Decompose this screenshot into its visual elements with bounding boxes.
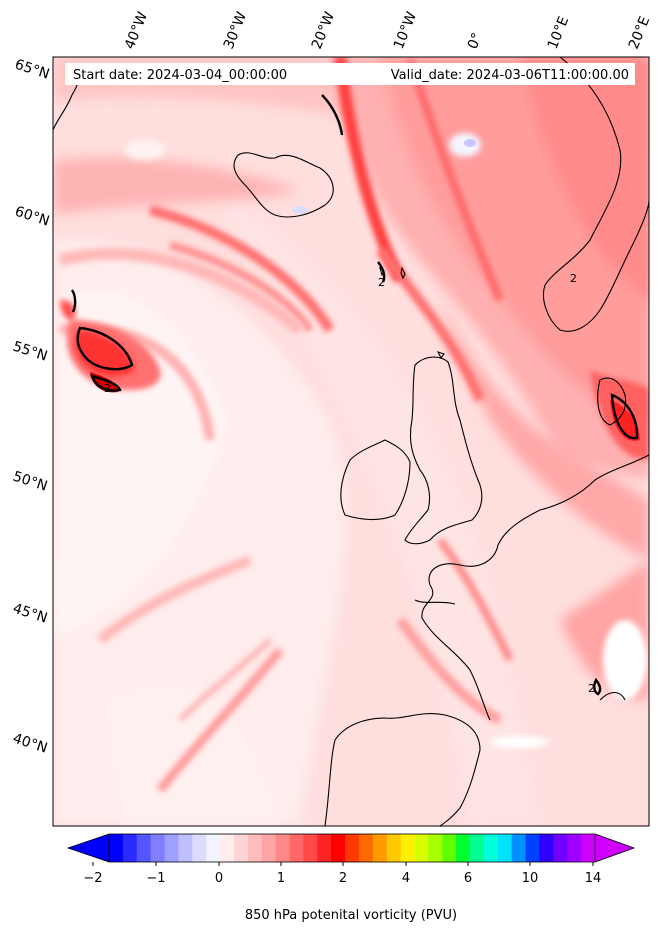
colorbar-segment (192, 834, 207, 862)
colorbar-segment (220, 834, 235, 862)
colorbar-segment (206, 834, 221, 862)
colorbar-tick-label: 1 (277, 871, 285, 886)
longitude-label: 10°E (545, 14, 572, 51)
colorbar-segment (539, 834, 554, 862)
latitude-label: 65°N (13, 57, 52, 83)
colorbar-segment (553, 834, 568, 862)
colorbar-segment (400, 834, 415, 862)
colorbar-segment (247, 834, 263, 862)
colorbar-segment (303, 834, 318, 862)
colorbar-segment (581, 834, 596, 862)
colorbar-segment (497, 834, 513, 862)
header-banner (65, 63, 635, 85)
colorbar-tick-label: 2 (339, 871, 347, 886)
colorbar-segment (233, 834, 249, 862)
colorbar-segment (386, 834, 402, 862)
colorbar-segment (428, 834, 443, 862)
colorbar-segment (442, 834, 457, 862)
colorbar-segment (275, 834, 291, 862)
longitude-label: 20°W (309, 10, 338, 52)
colorbar-segment (525, 834, 540, 862)
colorbar-segment (456, 834, 471, 862)
colorbar-segment (109, 834, 124, 862)
contour-label: 2 (570, 272, 577, 285)
longitude-label: 30°W (221, 10, 250, 52)
colorbar-segment (414, 834, 429, 862)
colorbar-tick-label: −1 (146, 871, 165, 886)
latitude-label: 45°N (11, 601, 50, 627)
coastlines (53, 57, 649, 826)
pv-field (53, 57, 649, 826)
colorbar-segment (122, 834, 138, 862)
colorbar-segment (567, 834, 582, 862)
latitude-label: 60°N (13, 204, 52, 230)
colorbar-extend-max (594, 833, 636, 863)
colorbar-segment (289, 834, 304, 862)
colorbar-segment (483, 834, 499, 862)
contour-label: 2 (104, 382, 111, 395)
longitude-label: 20°E (626, 14, 653, 51)
colorbar-segment (136, 834, 152, 862)
colorbar-tick-label: 0 (215, 871, 223, 886)
longitude-labels: 40°W 30°W 20°W 10°W 0° 10°E 20°E (122, 10, 653, 52)
latitude-labels: 65°N 60°N 55°N 50°N 45°N 40°N (11, 57, 52, 757)
colorbar-segment (164, 834, 179, 862)
colorbar-segment (178, 834, 193, 862)
colorbar-segment (372, 834, 388, 862)
valid-date-label: Valid_date: 2024-03-06T11:00:00.00 (391, 68, 629, 83)
colorbar-tick-label: 6 (464, 871, 472, 886)
colorbar-segment (358, 834, 374, 862)
latitude-label: 50°N (11, 469, 50, 495)
start-date-label: Start date: 2024-03-04_00:00:00 (73, 68, 287, 83)
latitude-label: 40°N (11, 731, 50, 757)
colorbar-segment (331, 834, 346, 862)
colorbar: −2 −1 0 1 2 4 6 10 14 (66, 833, 636, 886)
colorbar-border (108, 833, 596, 863)
colorbar-label: 850 hPa potenital vorticity (PVU) (245, 908, 457, 923)
colorbar-segment (261, 834, 277, 862)
map-frame (52, 56, 650, 827)
latitude-label: 55°N (11, 339, 50, 365)
longitude-label: 10°W (391, 10, 420, 52)
colorbar-segment (345, 834, 360, 862)
colorbar-segment (150, 834, 166, 862)
colorbar-tick-label: 10 (522, 871, 539, 886)
colorbar-segment (317, 834, 332, 862)
colorbar-tick-label: 4 (402, 871, 410, 886)
colorbar-tick-label: −2 (83, 871, 102, 886)
colorbar-tick-label: 14 (585, 871, 602, 886)
contour-label: 2 (588, 682, 595, 695)
colorbar-extend-min (66, 833, 110, 863)
longitude-label: 40°W (122, 10, 151, 52)
contour-label: 2 (378, 276, 385, 289)
longitude-label: 0° (465, 31, 486, 52)
colorbar-segment (511, 834, 527, 862)
colorbar-segment (470, 834, 485, 862)
